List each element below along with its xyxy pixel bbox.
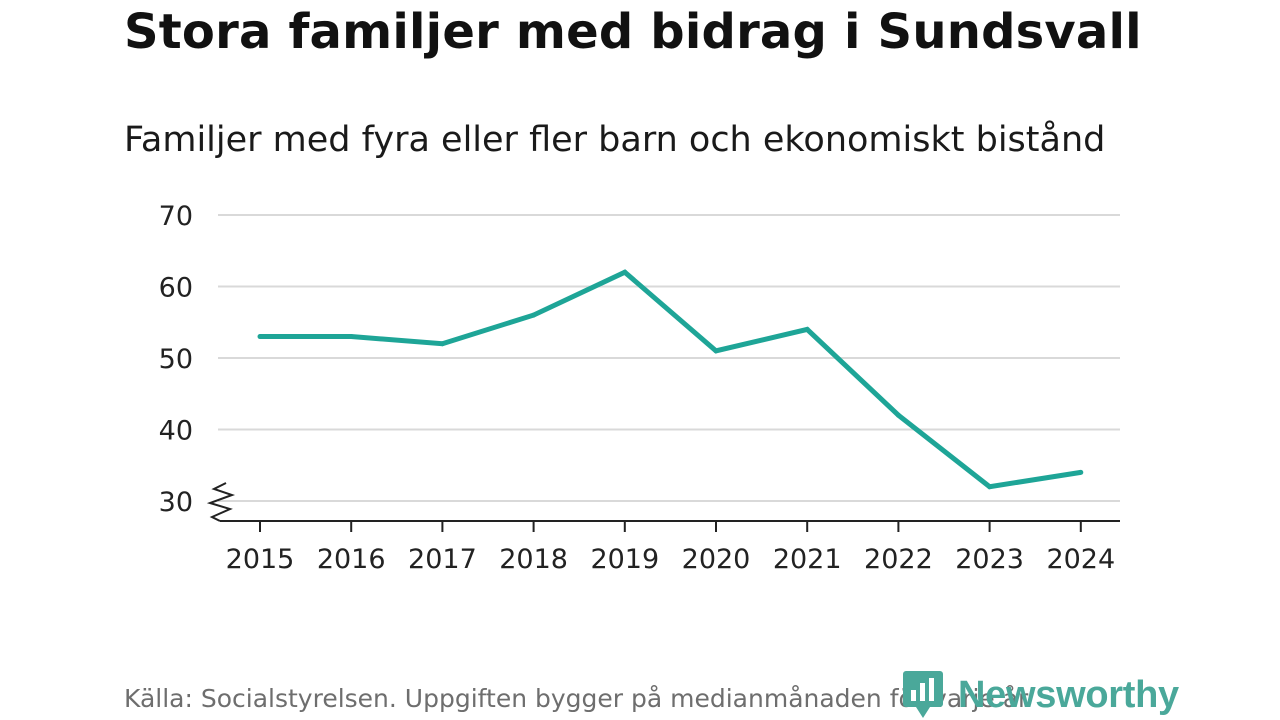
y-axis: 70 60 50 40 30 [159,201,236,522]
data-point-2021 [804,326,810,332]
chart-title: Stora familjer med bidrag i Sundsvall [124,4,1142,60]
y-tick-label-40: 40 [159,416,193,447]
data-point-2015 [257,334,263,340]
x-tick-label-2018: 2018 [499,544,568,575]
series-layer [257,269,1084,490]
x-axis: 2015 2016 2017 2018 2019 2020 2021 2022 2023 2024 [220,520,1120,575]
brand-logo: Newsworthy [902,670,1179,720]
x-tick-label-2021: 2021 [773,544,842,575]
newsworthy-logo-icon [903,671,943,718]
source-note: Källa: Socialstyrelsen. Uppgiften bygger… [124,684,1029,713]
x-tick-label-2022: 2022 [864,544,933,575]
gridlines [218,214,1120,502]
x-tick-label-2016: 2016 [317,544,386,575]
data-point-2019 [622,269,628,275]
x-tick-label-2024: 2024 [1046,544,1115,575]
data-point-2022 [895,412,901,418]
y-tick-label-50: 50 [159,344,193,375]
brand-name: Newsworthy [958,673,1179,716]
data-point-2018 [531,312,537,318]
x-tick-label-2015: 2015 [226,544,295,575]
data-point-2024 [1078,469,1084,475]
series-line-0 [260,269,1082,490]
axis-break-symbol [206,482,236,522]
data-point-2020 [713,348,719,354]
x-tick-label-2023: 2023 [955,544,1024,575]
x-tick-label-2019: 2019 [590,544,659,575]
y-tick-label-70: 70 [159,201,193,232]
chart-subtitle: Familjer med fyra eller fler barn och ek… [124,120,1106,160]
data-point-2017 [439,341,445,347]
data-point-2016 [348,334,354,340]
y-tick-label-30: 30 [159,487,193,518]
x-tick-label-2017: 2017 [408,544,477,575]
x-tick-label-2020: 2020 [682,544,751,575]
y-tick-label-60: 60 [159,273,193,304]
data-point-2023 [987,484,993,490]
